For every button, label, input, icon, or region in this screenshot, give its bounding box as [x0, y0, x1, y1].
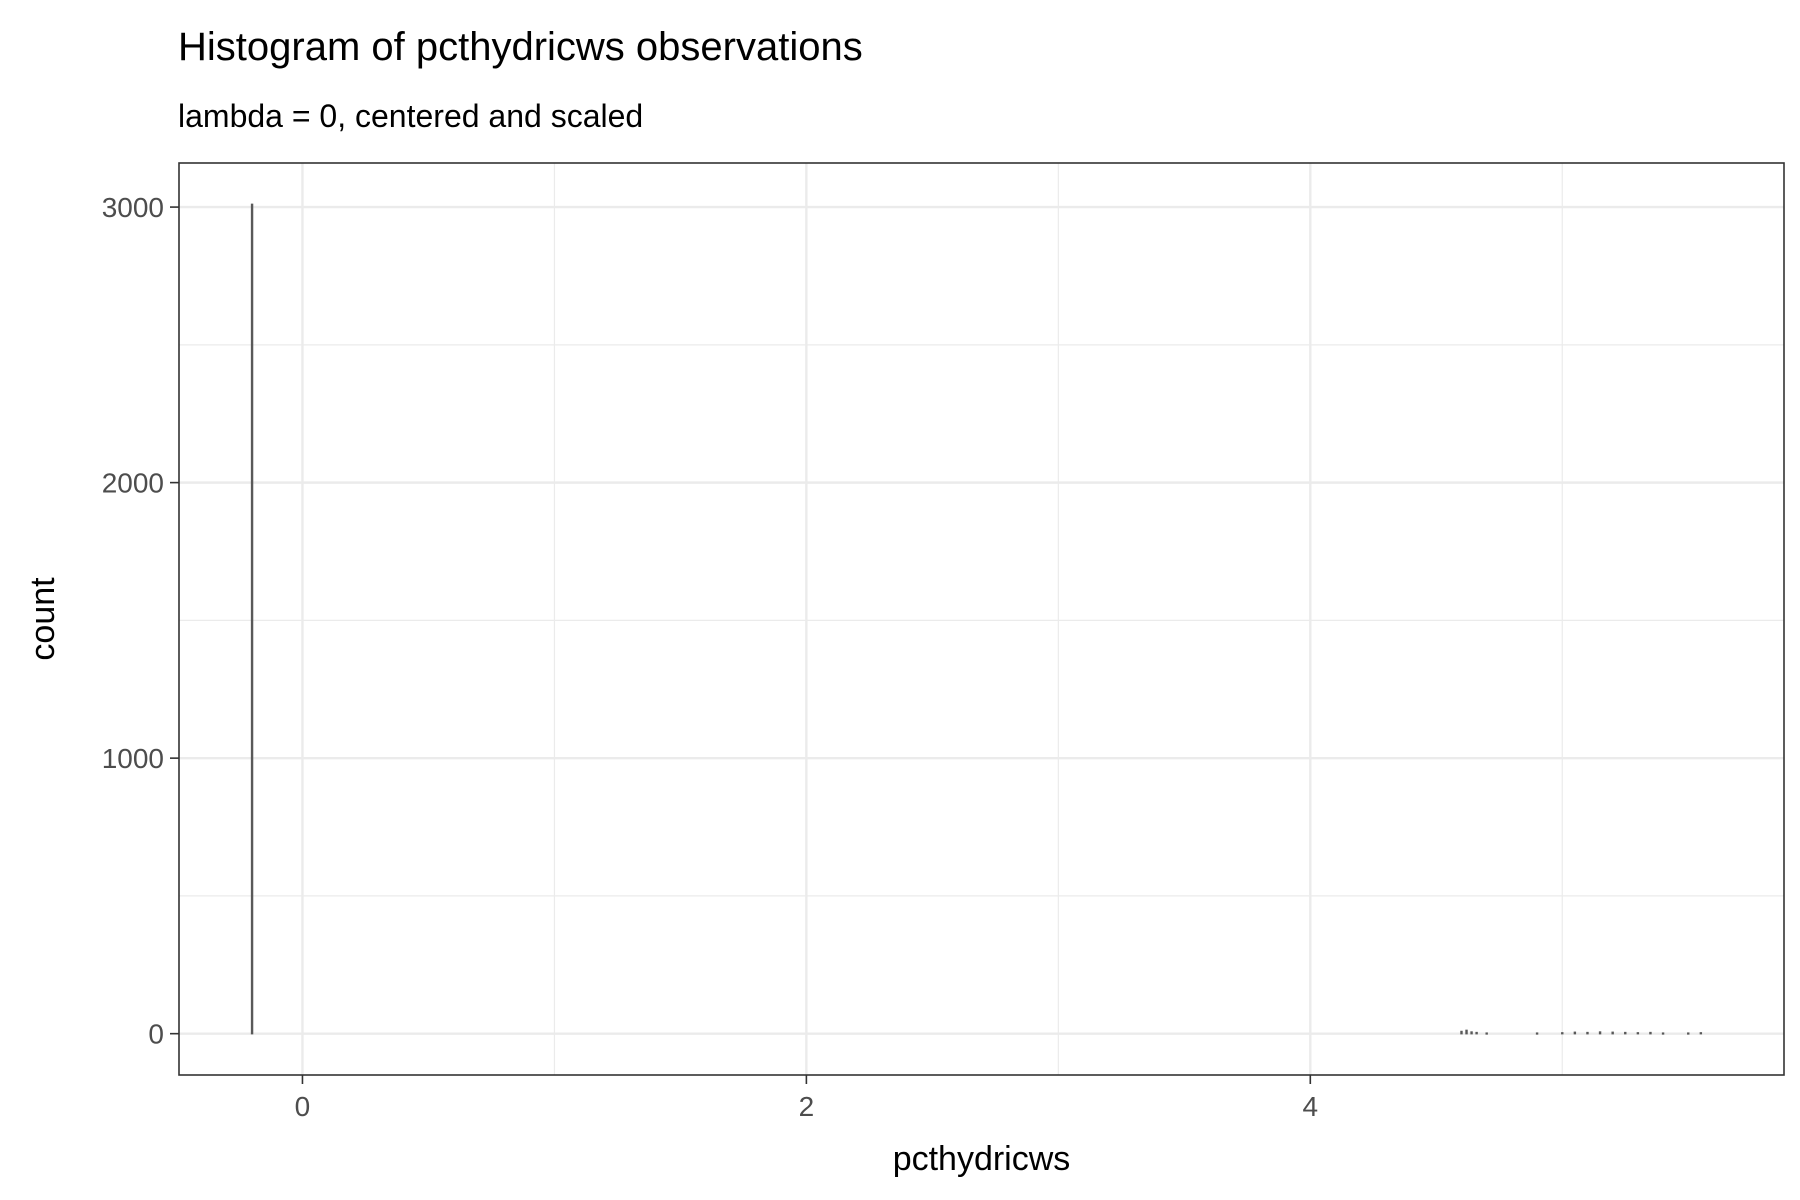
- y-tick-label: 1000: [102, 743, 164, 774]
- histogram-bar: [1687, 1032, 1690, 1035]
- histogram-bar: [1485, 1032, 1488, 1035]
- histogram-bar: [1586, 1031, 1589, 1035]
- histogram-bar: [1561, 1032, 1564, 1035]
- chart-subtitle: lambda = 0, centered and scaled: [178, 98, 643, 134]
- x-tick-label: 0: [295, 1091, 311, 1122]
- histogram-bar: [1611, 1031, 1614, 1035]
- histogram-bar: [1460, 1030, 1463, 1035]
- histogram-bar: [1699, 1032, 1703, 1035]
- plot-panel-border: [178, 162, 1785, 1076]
- histogram-bar: [1573, 1031, 1577, 1035]
- grid-lines: [179, 163, 1784, 1075]
- histogram-bar: [1649, 1031, 1652, 1035]
- y-tick-label: 2000: [102, 468, 164, 499]
- y-tick-label: 0: [148, 1019, 164, 1050]
- histogram-bar: [1661, 1032, 1665, 1035]
- histogram-bar: [1636, 1032, 1640, 1035]
- histogram-bar: [1535, 1032, 1539, 1035]
- histogram-bar: [1624, 1031, 1627, 1035]
- y-axis-title: count: [24, 577, 62, 661]
- histogram-bar: [1475, 1031, 1478, 1035]
- y-tick-label: 3000: [102, 192, 164, 223]
- x-axis-title: pcthydricws: [893, 1140, 1071, 1178]
- x-tick-label: 2: [799, 1091, 815, 1122]
- histogram-bar: [1470, 1031, 1473, 1035]
- histogram-bar: [250, 203, 254, 1035]
- chart-title: Histogram of pcthydricws observations: [178, 25, 863, 69]
- histogram-bar: [1598, 1031, 1602, 1035]
- x-tick-label: 4: [1303, 1091, 1319, 1122]
- axes: 0 2 4 0 1000 2000 3000: [102, 192, 1318, 1122]
- histogram-bars: [250, 203, 1703, 1035]
- histogram-bar: [1465, 1029, 1468, 1035]
